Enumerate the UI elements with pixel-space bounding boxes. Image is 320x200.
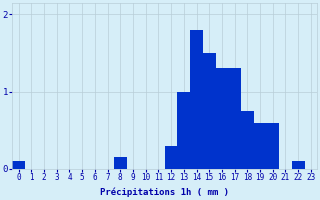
Bar [267,123,279,169]
Bar [228,68,241,169]
Bar [178,92,190,169]
Bar [203,53,216,169]
Bar [254,123,267,169]
Bar [216,68,228,169]
Bar [165,146,178,169]
Bar [292,161,305,169]
Bar [12,161,25,169]
X-axis label: Précipitations 1h ( mm ): Précipitations 1h ( mm ) [100,188,229,197]
Bar [241,111,254,169]
Bar [114,157,127,169]
Bar [190,30,203,169]
